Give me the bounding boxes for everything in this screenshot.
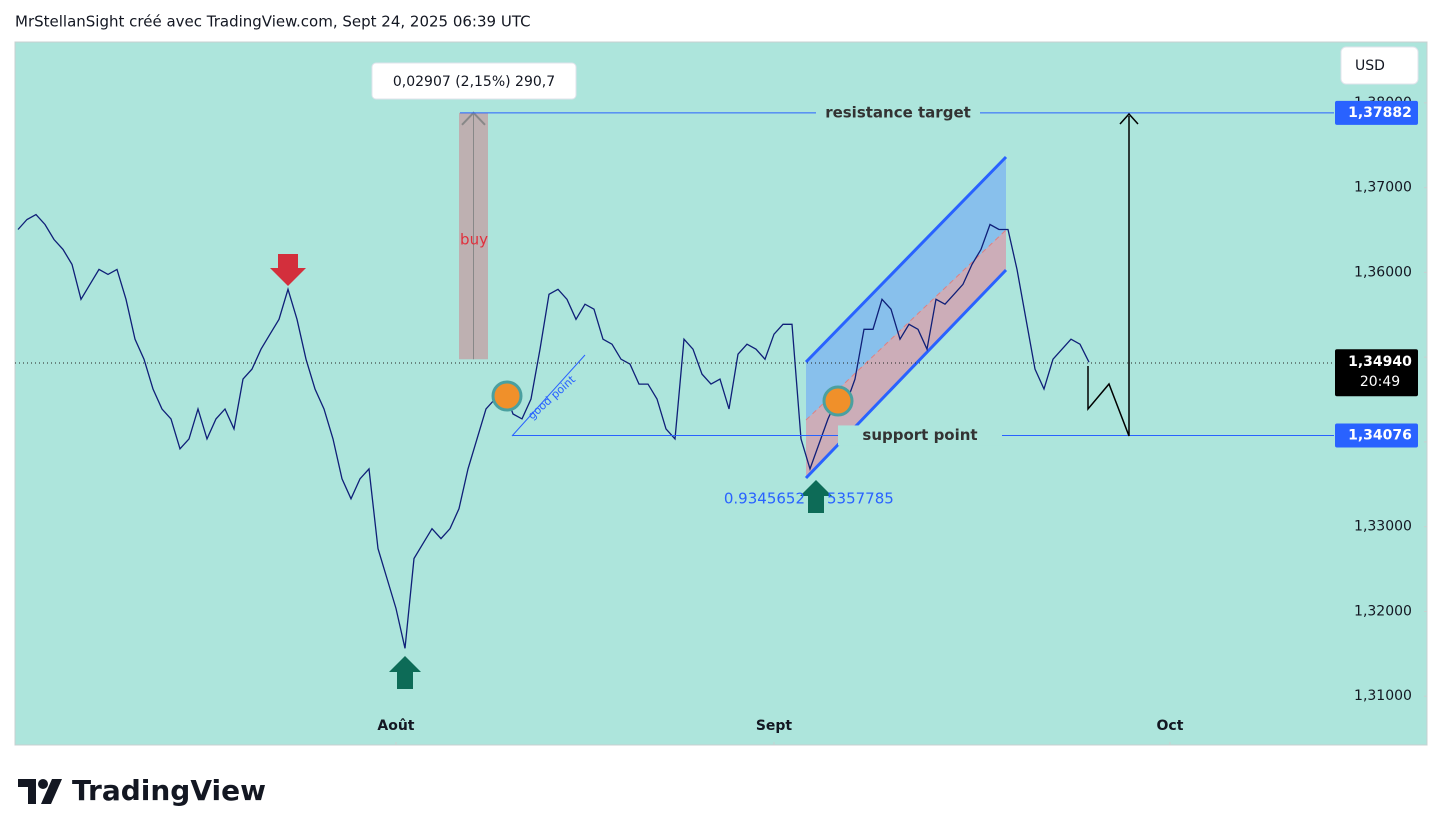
projection-arrowhead [1119, 112, 1139, 125]
logo-icon [18, 779, 62, 804]
logo-shape [38, 779, 48, 789]
y-tick-label: 1,36000 [1354, 264, 1412, 280]
logo-shape [18, 779, 36, 804]
currency: USD [1355, 58, 1385, 74]
y-tick-label: 1,32000 [1354, 603, 1412, 619]
measure-box [371, 62, 577, 100]
marks: resistance target support point [17, 102, 1334, 649]
level-label: resistance target [825, 103, 971, 121]
channel-right-number: 5357785 [827, 490, 894, 508]
decorations [15, 112, 1334, 689]
buy-arrow [800, 480, 832, 513]
level-price-box [1335, 100, 1418, 125]
logo: TradingView [72, 774, 266, 807]
y-tick-label: 1,31000 [1354, 688, 1412, 704]
measure-label: 0,02907 (2,15%) 290,7 [393, 74, 555, 90]
buy-arrow [389, 656, 421, 689]
plot-background [14, 41, 1428, 746]
countdown: 20:49 [1360, 374, 1400, 390]
last-price: 1,34940 [1348, 354, 1412, 370]
labels: 1,310001,320001,330001,340001,350001,360… [371, 62, 1427, 745]
level-price-box [1335, 423, 1418, 448]
x-tick-label: Sept [756, 718, 793, 734]
header-text: MrStellanSight créé avec TradingView.com… [15, 13, 531, 31]
y-tick-label: 1,37000 [1354, 180, 1412, 196]
price-line [17, 213, 1090, 649]
logo-shape [41, 779, 62, 804]
level-label: support point [862, 426, 977, 444]
level-price: 1,37882 [1348, 105, 1412, 121]
sell-arrow [270, 254, 306, 286]
good-point-line [511, 354, 586, 437]
x-tick-label: Août [377, 718, 414, 734]
projection [1087, 116, 1130, 437]
level-label-bg [838, 425, 1002, 446]
channel-left-number: 0.9345652 [724, 490, 805, 508]
channel-top [804, 155, 1008, 364]
x-tick-label: Oct [1157, 718, 1184, 734]
good-point-marker [822, 385, 854, 417]
y-tick-label: 1,33000 [1354, 519, 1412, 535]
measure-note: buy [460, 231, 488, 249]
good-point-marker [491, 380, 523, 412]
currency-badge [1340, 46, 1419, 85]
level-label-bg [816, 102, 980, 123]
level-price: 1,34076 [1348, 427, 1412, 443]
last-price-box [1335, 349, 1418, 397]
